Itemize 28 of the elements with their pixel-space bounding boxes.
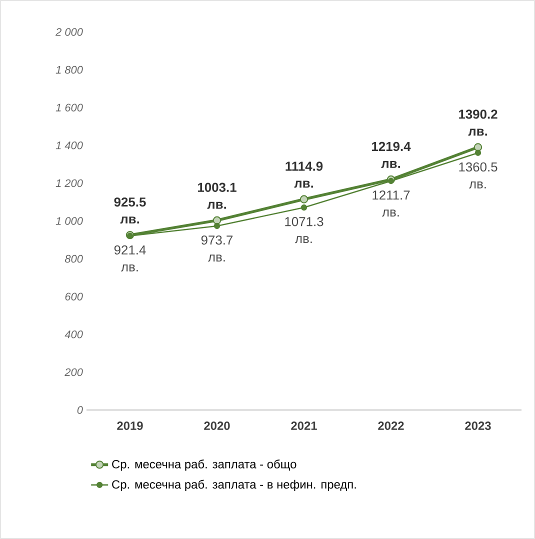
x-tick-label: 2021 bbox=[291, 422, 317, 430]
data-label: 1114.9 лв. bbox=[286, 162, 323, 188]
y-tick-label: 1 600 bbox=[56, 104, 83, 112]
data-label: 1211.7 лв. bbox=[372, 190, 410, 217]
y-tick-label: 400 bbox=[64, 330, 83, 338]
legend-label: Ср. месечна раб. заплата - в нефин. предп. bbox=[112, 480, 356, 492]
y-tick-label: 600 bbox=[65, 292, 83, 300]
y-tick-label: 2 000 bbox=[55, 28, 83, 36]
x-tick-label: 2020 bbox=[204, 422, 230, 430]
y-tick-label: 1 800 bbox=[56, 66, 83, 74]
data-label: 1390.2 лв. bbox=[459, 110, 498, 136]
y-tick-label: 1 200 bbox=[56, 179, 83, 188]
x-tick-label: 2019 bbox=[117, 422, 143, 430]
y-tick-label: 800 bbox=[64, 254, 83, 263]
y-tick-label: 1 000 bbox=[56, 217, 83, 225]
data-label: 921.4 лв. bbox=[114, 245, 146, 272]
data-label: 1219.4 лв. bbox=[372, 142, 411, 168]
y-tick-label: 0 bbox=[77, 406, 83, 414]
x-tick-label: 2023 bbox=[465, 422, 491, 430]
data-label: 925.5 лв. bbox=[114, 197, 146, 224]
data-label: 1360.5 лв. bbox=[459, 162, 498, 188]
x-tick-label: 2022 bbox=[378, 422, 404, 430]
y-tick-label: 200 bbox=[64, 368, 83, 376]
data-label: 1071.3 лв. bbox=[285, 217, 324, 244]
legend-label: Ср. месечна раб. заплата - общо bbox=[112, 460, 296, 471]
data-label: 1003.1 лв. bbox=[198, 182, 236, 209]
y-tick-label: 1 400 bbox=[56, 142, 83, 150]
data-label: 973.7 лв. bbox=[201, 235, 233, 262]
